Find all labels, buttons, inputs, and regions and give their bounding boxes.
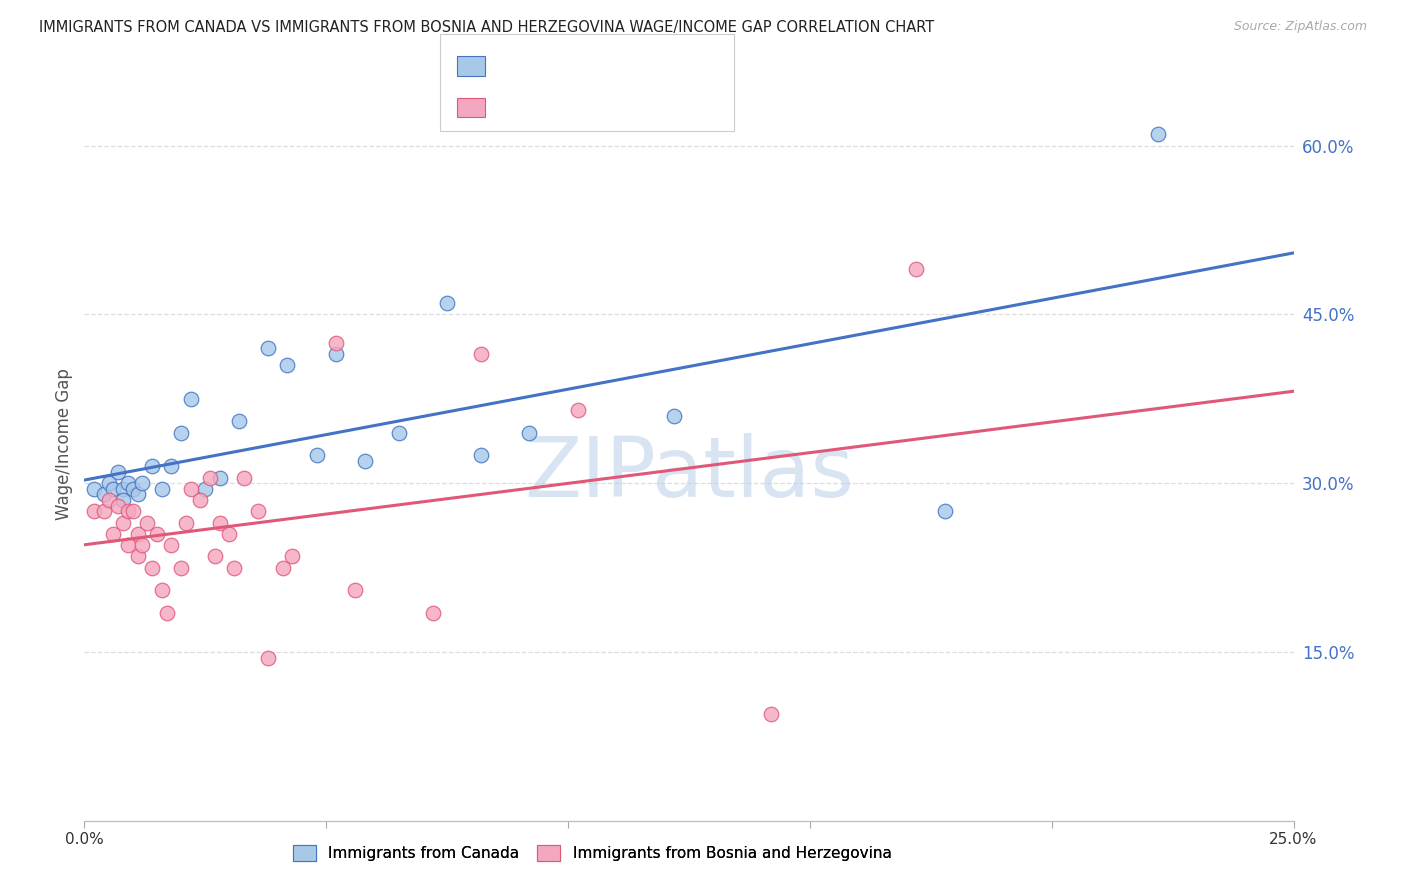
Point (97, 493, 120, 508)
Point (276, 358, 298, 372)
Legend: Immigrants from Canada, Immigrants from Bosnia and Herzegovina: Immigrants from Canada, Immigrants from … (287, 839, 897, 867)
Point (208, 470, 231, 484)
Point (305, 448, 328, 462)
Point (127, 526, 149, 541)
Point (257, 650, 280, 665)
Point (117, 538, 139, 552)
Point (204, 549, 226, 564)
Point (97, 476, 120, 491)
Point (174, 516, 197, 530)
Point (325, 335, 347, 350)
Text: 0.173: 0.173 (538, 62, 589, 77)
Point (112, 516, 135, 530)
Text: Source: ZipAtlas.com: Source: ZipAtlas.com (1233, 20, 1367, 33)
Point (93, 504, 115, 518)
Text: R =: R = (499, 103, 534, 118)
Point (141, 459, 163, 474)
Text: 31: 31 (626, 62, 648, 77)
Point (934, 504, 956, 518)
Point (664, 409, 686, 423)
Point (422, 606, 444, 620)
Point (170, 560, 193, 574)
Point (127, 487, 149, 501)
Point (131, 476, 153, 491)
Text: R =: R = (499, 62, 534, 77)
Point (436, 296, 458, 310)
Point (354, 453, 377, 467)
Point (247, 504, 270, 518)
Point (150, 482, 173, 496)
Point (103, 482, 125, 496)
Point (905, 262, 928, 277)
Point (281, 549, 304, 564)
Point (218, 526, 240, 541)
Point (127, 549, 149, 564)
Point (121, 482, 143, 496)
Point (131, 538, 153, 552)
Point (112, 493, 135, 508)
Point (194, 482, 217, 496)
Point (93, 487, 115, 501)
Point (107, 465, 129, 479)
Text: N =: N = (586, 103, 623, 118)
Point (136, 516, 159, 530)
Point (117, 476, 139, 491)
Point (103, 526, 125, 541)
Point (1147, 128, 1170, 142)
Point (567, 403, 589, 417)
Point (271, 560, 294, 574)
Point (180, 482, 202, 496)
Point (141, 560, 163, 574)
Text: N =: N = (586, 62, 623, 77)
Point (190, 493, 212, 508)
Point (224, 560, 246, 574)
Point (160, 459, 183, 474)
Point (170, 425, 193, 440)
Point (121, 504, 143, 518)
Point (83, 482, 105, 496)
Point (107, 499, 129, 513)
Point (146, 526, 169, 541)
Point (155, 606, 177, 620)
Point (517, 425, 540, 440)
Text: 39: 39 (626, 103, 648, 118)
Point (257, 341, 280, 355)
Point (198, 470, 221, 484)
Point (180, 392, 202, 406)
Text: 0.409: 0.409 (538, 103, 589, 118)
Point (228, 414, 250, 428)
Point (470, 448, 492, 462)
Point (150, 582, 173, 597)
Text: IMMIGRANTS FROM CANADA VS IMMIGRANTS FROM BOSNIA AND HERZEGOVINA WAGE/INCOME GAP: IMMIGRANTS FROM CANADA VS IMMIGRANTS FRO… (39, 20, 935, 35)
Point (112, 482, 135, 496)
Point (83, 504, 105, 518)
Point (117, 504, 139, 518)
Text: ZIPatlas: ZIPatlas (524, 434, 853, 515)
Point (344, 582, 367, 597)
Point (325, 347, 347, 361)
Y-axis label: Wage/Income Gap: Wage/Income Gap (55, 368, 73, 520)
Point (208, 516, 231, 530)
Point (759, 706, 782, 721)
Point (233, 470, 256, 484)
Point (160, 538, 183, 552)
Point (388, 425, 411, 440)
Point (470, 347, 492, 361)
